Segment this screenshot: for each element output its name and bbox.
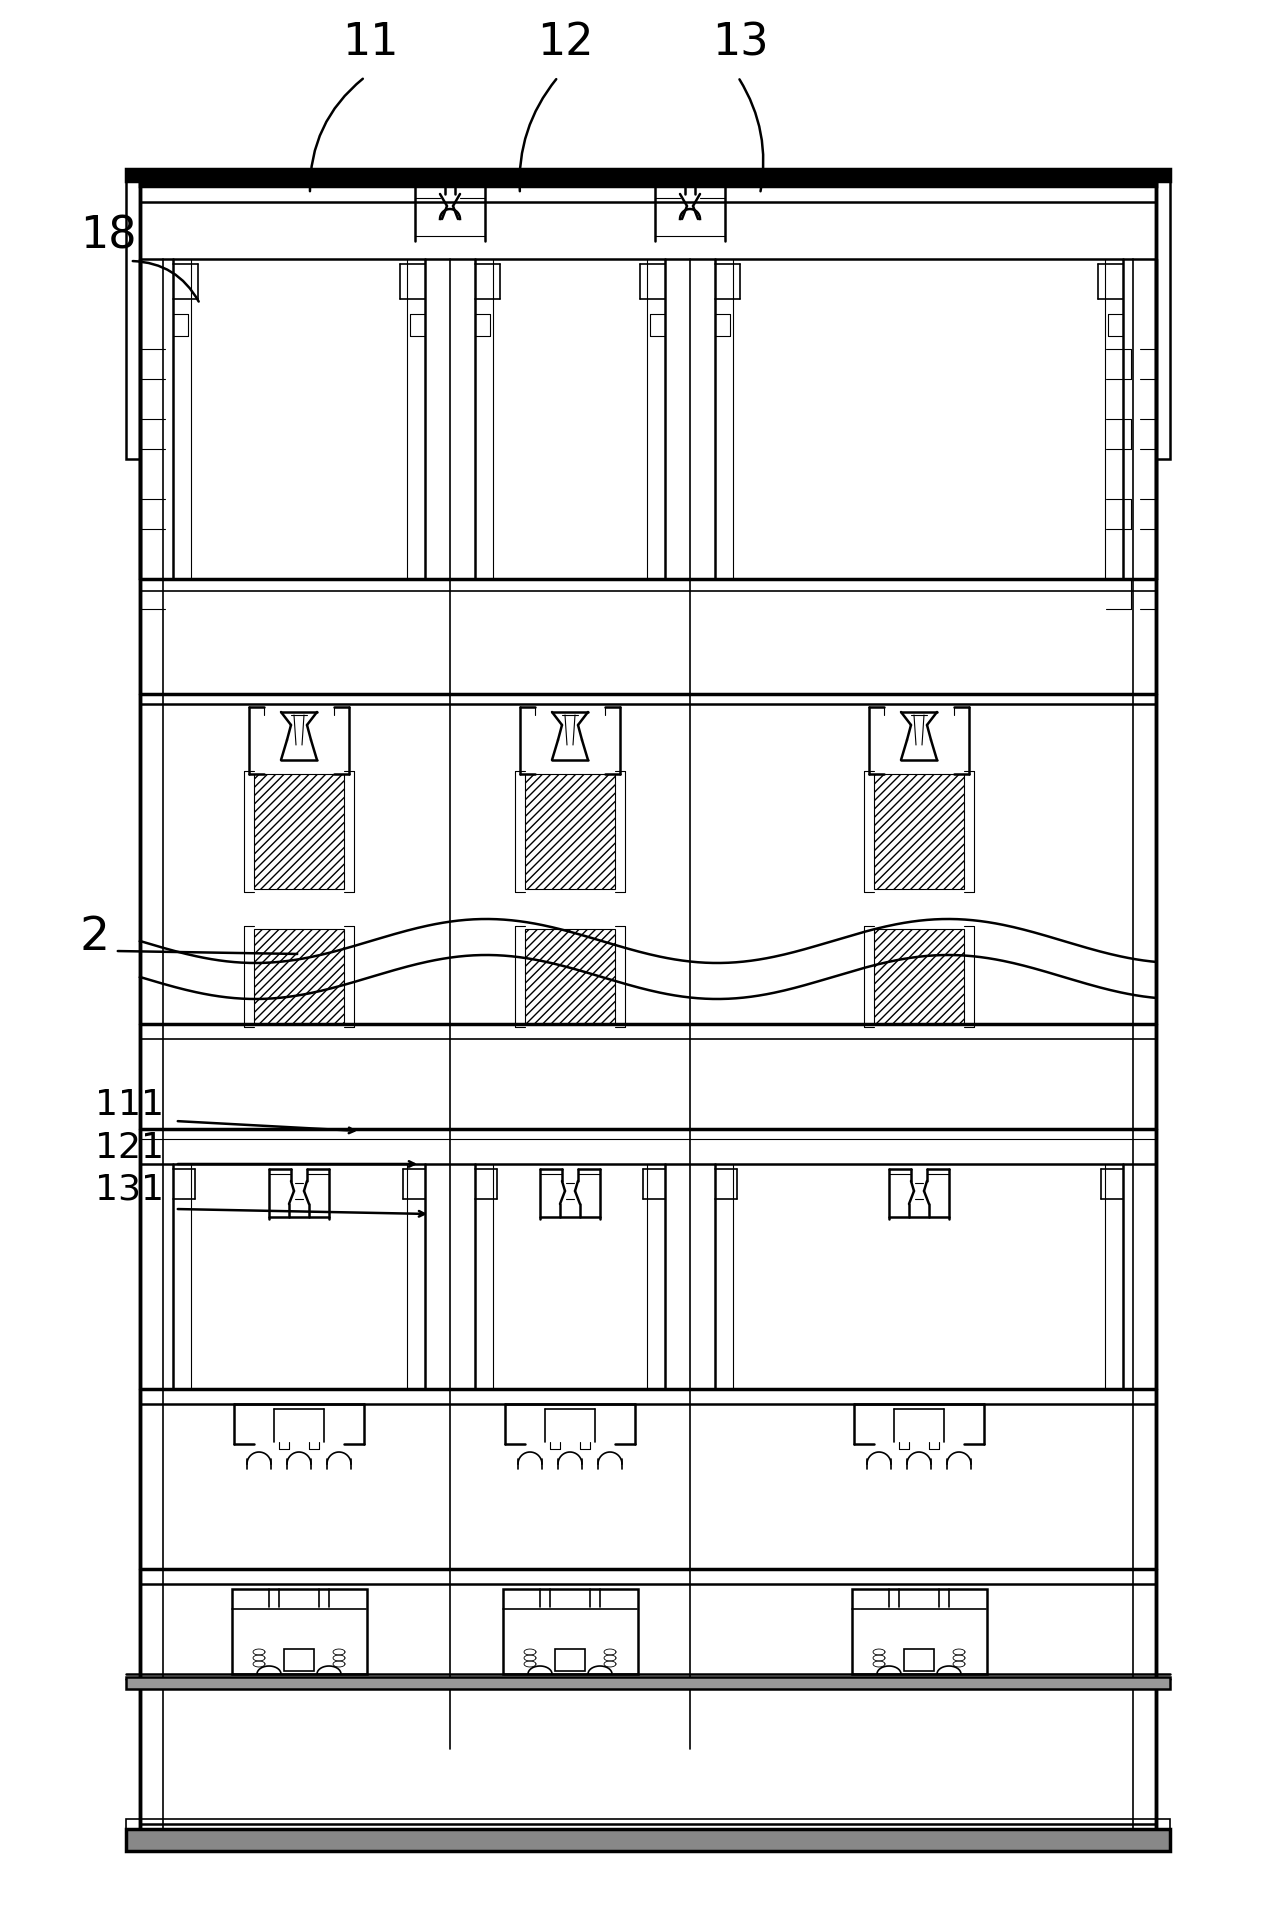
Bar xyxy=(126,170,1170,182)
Text: 2: 2 xyxy=(80,915,110,959)
Bar xyxy=(874,775,964,890)
Text: 18: 18 xyxy=(80,214,136,256)
Text: 11: 11 xyxy=(342,21,398,63)
Text: 12: 12 xyxy=(537,21,594,63)
Bar xyxy=(853,1589,986,1675)
Text: 131: 131 xyxy=(95,1173,164,1206)
Bar xyxy=(126,174,140,459)
Bar xyxy=(1156,174,1170,459)
Text: 111: 111 xyxy=(95,1087,164,1122)
Bar xyxy=(554,1650,585,1671)
Bar xyxy=(254,775,344,890)
Bar xyxy=(126,1830,1170,1851)
Bar xyxy=(254,930,344,1024)
Text: 13: 13 xyxy=(711,21,768,63)
Bar xyxy=(284,1650,314,1671)
Text: 121: 121 xyxy=(95,1131,164,1164)
Bar xyxy=(904,1650,935,1671)
Bar xyxy=(140,188,1156,260)
Bar xyxy=(503,1589,638,1675)
Bar xyxy=(140,174,1156,188)
Bar xyxy=(126,1677,1170,1690)
Bar xyxy=(232,1589,368,1675)
Bar xyxy=(874,930,964,1024)
Bar xyxy=(525,775,615,890)
Bar xyxy=(126,1818,1170,1830)
Bar xyxy=(525,930,615,1024)
